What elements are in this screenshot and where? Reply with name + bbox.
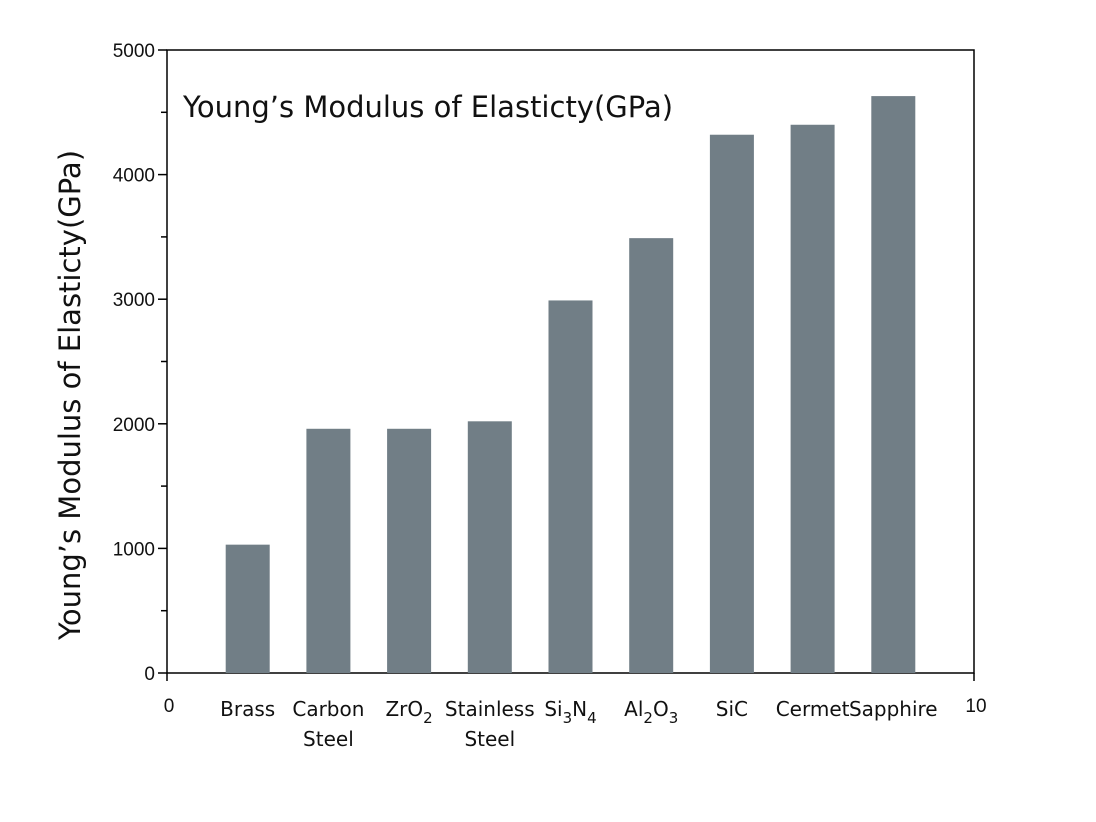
category-label: SiC	[716, 697, 748, 721]
y-tick-label: 2000	[113, 415, 155, 436]
y-tick-label: 3000	[113, 290, 155, 311]
category-label: Cermet	[776, 697, 850, 721]
category-label: Al2O3	[624, 697, 678, 727]
bar-2	[306, 428, 351, 673]
y-tick-label: 4000	[113, 166, 155, 187]
category-label: Carbon Steel	[292, 697, 364, 751]
category-label: Sapphire	[849, 697, 938, 721]
bar-7	[709, 134, 754, 673]
bar-8	[790, 124, 835, 673]
category-label: Stainless Steel	[445, 697, 535, 751]
bar-1	[225, 544, 270, 673]
category-label: Si3N4	[544, 697, 596, 727]
bar-5	[548, 300, 593, 673]
bar-6	[629, 238, 674, 673]
y-tick-label: 5000	[113, 41, 155, 62]
category-label: Brass	[220, 697, 275, 721]
bar-9	[871, 96, 916, 674]
x-tick-label: 10	[965, 696, 986, 717]
bar-4	[467, 421, 512, 673]
bar-3	[387, 428, 432, 673]
x-tick-label: 0	[164, 696, 175, 717]
category-label: ZrO2	[385, 697, 432, 727]
y-tick-label: 1000	[113, 539, 155, 560]
chart-title: Young’s Modulus of Elasticty(GPa)	[182, 90, 673, 124]
y-tick-label: 0	[144, 664, 155, 685]
y-axis-label: Young’s Modulus of Elasticty(GPa)	[53, 150, 87, 641]
